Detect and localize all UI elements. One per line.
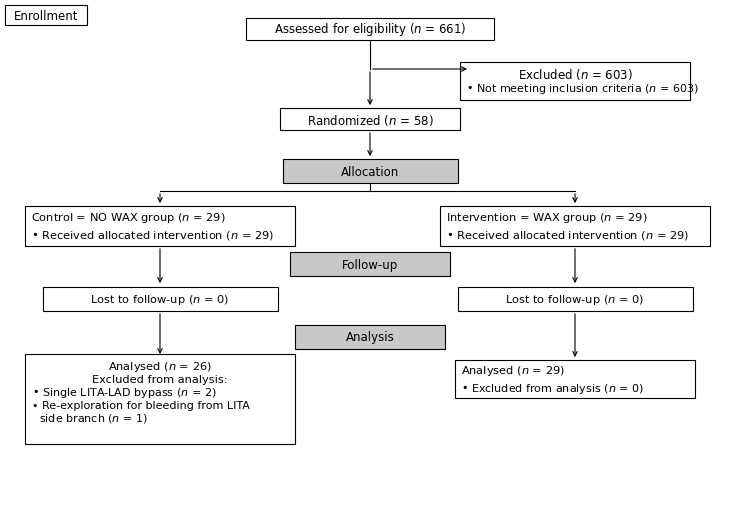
FancyBboxPatch shape — [280, 109, 460, 131]
Text: • Single LITA-LAD bypass ($n$ = 2): • Single LITA-LAD bypass ($n$ = 2) — [32, 385, 217, 399]
Text: Lost to follow-up ($n$ = 0): Lost to follow-up ($n$ = 0) — [90, 293, 229, 306]
Text: • Received allocated intervention ($n$ = 29): • Received allocated intervention ($n$ =… — [446, 229, 689, 242]
Text: • Re-exploration for bleeding from LITA: • Re-exploration for bleeding from LITA — [32, 400, 250, 410]
FancyBboxPatch shape — [440, 207, 710, 246]
Text: Excluded ($n$ = 603): Excluded ($n$ = 603) — [517, 66, 633, 81]
FancyBboxPatch shape — [283, 160, 457, 184]
FancyBboxPatch shape — [295, 325, 445, 349]
FancyBboxPatch shape — [5, 6, 87, 26]
Text: • Excluded from analysis ($n$ = 0): • Excluded from analysis ($n$ = 0) — [461, 381, 644, 395]
Text: Allocation: Allocation — [341, 165, 399, 178]
Text: Analysed ($n$ = 26): Analysed ($n$ = 26) — [108, 359, 212, 373]
FancyBboxPatch shape — [42, 288, 278, 312]
Text: • Not meeting inclusion criteria ($n$ = 603): • Not meeting inclusion criteria ($n$ = … — [466, 82, 699, 96]
Text: Analysed ($n$ = 29): Analysed ($n$ = 29) — [461, 363, 565, 377]
Text: Enrollment: Enrollment — [14, 10, 78, 22]
FancyBboxPatch shape — [460, 63, 690, 101]
FancyBboxPatch shape — [25, 354, 295, 444]
FancyBboxPatch shape — [25, 207, 295, 246]
Text: Analysis: Analysis — [346, 331, 394, 344]
Text: Randomized ($n$ = 58): Randomized ($n$ = 58) — [306, 112, 434, 127]
FancyBboxPatch shape — [246, 19, 494, 41]
Text: • Received allocated intervention ($n$ = 29): • Received allocated intervention ($n$ =… — [31, 229, 274, 242]
Text: side branch ($n$ = 1): side branch ($n$ = 1) — [32, 412, 148, 425]
Text: Lost to follow-up ($n$ = 0): Lost to follow-up ($n$ = 0) — [505, 293, 645, 306]
FancyBboxPatch shape — [455, 360, 695, 398]
Text: Assessed for eligibility ($n$ = 661): Assessed for eligibility ($n$ = 661) — [274, 21, 466, 38]
Text: Excluded from analysis:: Excluded from analysis: — [92, 374, 228, 384]
Text: Follow-up: Follow-up — [342, 258, 398, 271]
FancyBboxPatch shape — [457, 288, 693, 312]
Text: Intervention = WAX group ($n$ = 29): Intervention = WAX group ($n$ = 29) — [446, 211, 648, 224]
FancyBboxPatch shape — [290, 252, 450, 276]
Text: Control = NO WAX group ($n$ = 29): Control = NO WAX group ($n$ = 29) — [31, 211, 226, 224]
